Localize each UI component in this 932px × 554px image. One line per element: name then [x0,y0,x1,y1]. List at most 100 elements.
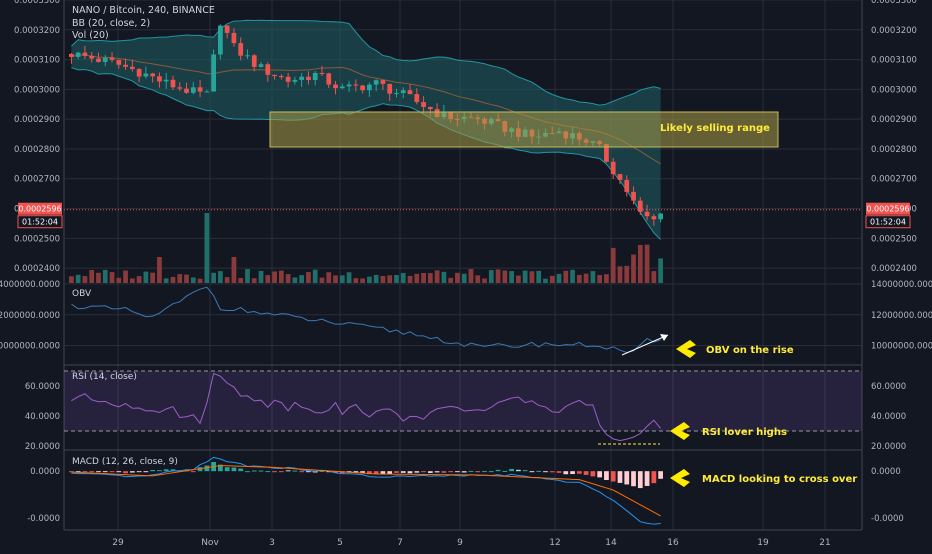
rsi-tick-right: 40.0000 [871,412,906,422]
candle-body [306,76,311,80]
obv-arrow-icon [676,340,696,358]
candle-body [75,52,81,57]
rsi-title: RSI (14, close) [72,372,137,382]
macd-hist-bar [245,471,250,473]
volume-bar [190,277,196,283]
candle-body [367,84,372,91]
volume-bar [644,244,650,283]
volume-bar [285,274,291,283]
candle-body [265,64,271,75]
volume-bar [136,276,142,283]
volume-bar [570,269,575,283]
candle-body [326,73,332,85]
macd-hist-bar [549,471,555,473]
volume-bar [495,269,501,283]
volume-bar [278,270,284,283]
candle-body [129,66,135,70]
y-tick-label-left: 0.0002400 [14,264,60,274]
macd-hist-bar [394,471,399,473]
selling-range-box [269,111,779,148]
macd-hist-bar [299,471,305,473]
macd-hist-bar [265,471,271,473]
volume-bar [238,278,244,283]
volume-bar [150,272,156,283]
rsi-tick-left: 60.0000 [25,382,60,392]
x-tick-label: 21 [819,538,830,548]
volume-bar [421,272,426,283]
volume-bar [529,271,535,283]
countdown-tag-right [865,215,911,229]
candle-body [96,58,101,62]
macd-hist-bar [96,471,101,473]
volume-bar [204,213,210,283]
volume-bar [265,275,271,283]
candle-body [190,87,196,93]
macd-hist-bar [326,471,332,473]
y-tick-label-left: 0.0003200 [14,26,60,36]
macd-hist-bar [502,470,508,472]
volume-bar [333,275,338,283]
macd-hist-bar [278,471,284,473]
volume-bar [360,278,365,283]
macd-hist-bar [136,471,142,473]
volume-bar [502,270,508,283]
macd-hist-bar [387,471,393,475]
candle-body [387,83,393,94]
y-tick-label-left: 0.0003300 [14,0,60,6]
volume-bar [631,254,636,283]
macd-hist-bar [556,471,562,473]
candle-body [631,191,636,201]
candle-body [157,76,162,82]
volume-bar [299,275,305,283]
macd-hist-bar [475,471,481,473]
volume-bar [69,276,74,283]
macd-hist-bar [570,471,575,475]
macd-hist-bar [482,471,487,473]
volume-bar [102,269,108,283]
candle-body [651,216,657,220]
obv-tick-left: 10000000.0000 [0,342,60,352]
volume-bar [427,273,433,283]
candle-body [251,55,257,67]
candle-body [136,69,142,77]
macd-title: MACD (12, 26, close, 9) [72,457,178,467]
macd-hist-bar [157,470,162,472]
macd-hist-bar [224,467,230,472]
volume-bar [339,275,345,283]
volume-bar [590,271,596,283]
macd-hist-bar [590,471,596,477]
y-tick-label-right: 0.0002800 [871,145,917,155]
obv-tick-left: 14000000.0000 [0,280,60,290]
volume-bar [543,278,548,283]
volume-bar [218,271,223,283]
obv-tick-left: 12000000.0000 [0,311,60,321]
macd-hist-bar [516,469,521,472]
volume-bar [556,273,562,283]
volume-bar [129,278,135,283]
candle-body [624,179,630,192]
candle-body [637,200,643,212]
y-tick-label-right: 0.0002900 [871,115,917,125]
macd-hist-bar [353,471,359,473]
rsi-annotation: RSI lover highs [702,427,787,438]
macd-arrow-icon [670,469,690,487]
volume-bar [116,277,122,283]
volume-bar [367,276,372,283]
x-tick-label: 19 [757,538,769,548]
candle-body [394,93,399,95]
volume-bar [373,274,379,283]
volume-bar [245,269,250,283]
candle-body [373,80,379,85]
volume-bar [157,257,162,283]
macd-hist-bar [143,471,149,473]
volume-bar [346,272,352,283]
macd-hist-bar [150,470,156,472]
volume-bar [400,272,406,283]
volume-bar [231,257,237,283]
candle-body [312,73,318,80]
candle-body [292,79,298,82]
macd-signal-line [71,465,661,517]
volume-bar [96,272,101,283]
